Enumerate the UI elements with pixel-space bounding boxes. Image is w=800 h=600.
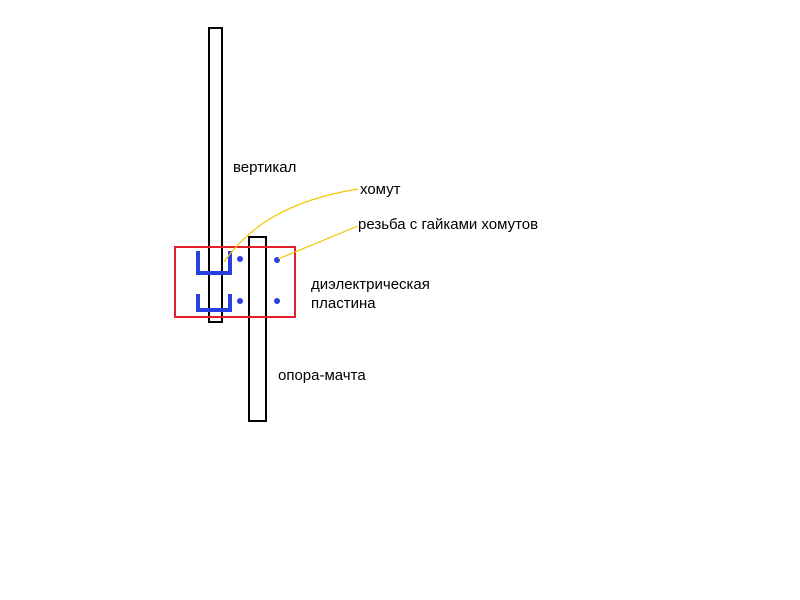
- thread-leader-line: [277, 225, 359, 260]
- thread-label: резьба с гайками хомутов: [358, 216, 538, 233]
- plate-label-line1: диэлектрическая: [311, 276, 430, 293]
- clamp-label: хомут: [360, 181, 401, 198]
- nut-dot: [274, 298, 280, 304]
- clamp-lower: [196, 294, 232, 312]
- clamp-upper: [196, 251, 232, 275]
- nut-dot: [237, 256, 243, 262]
- mast-pole: [248, 236, 267, 422]
- clamp-leader-line: [223, 188, 359, 263]
- plate-label-line2: пластина: [311, 295, 376, 312]
- mast-label: опора-мачта: [278, 367, 366, 384]
- vertical-element: [208, 27, 223, 323]
- dielectric-plate: [174, 246, 296, 318]
- nut-dot: [237, 298, 243, 304]
- vertical-label: вертикал: [233, 159, 296, 176]
